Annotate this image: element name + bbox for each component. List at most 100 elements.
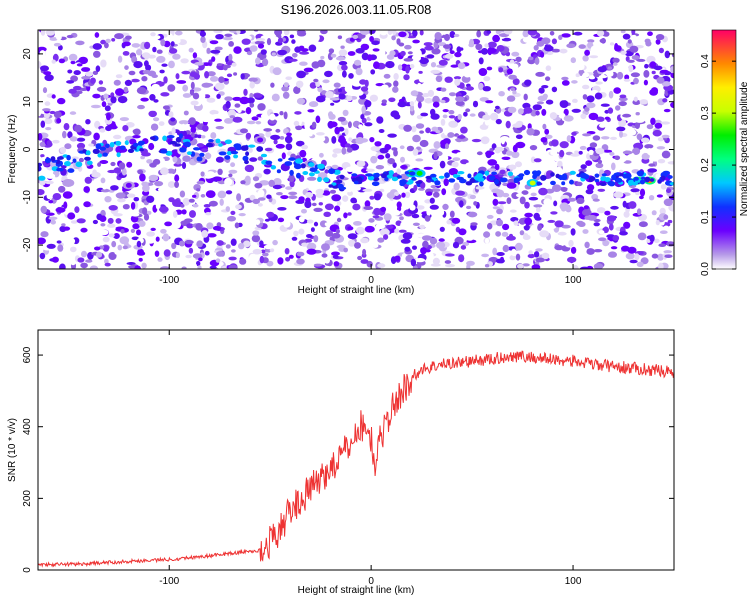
heatmap-cell bbox=[214, 118, 223, 122]
heatmap-cell bbox=[652, 129, 662, 137]
heatmap-cell bbox=[307, 219, 314, 224]
heatmap-cell bbox=[400, 221, 407, 229]
heatmap-cell bbox=[432, 95, 440, 104]
heatmap-cell bbox=[333, 194, 340, 200]
heatmap-cell bbox=[262, 71, 270, 76]
heatmap-cell bbox=[50, 156, 56, 162]
heatmap-cell bbox=[100, 223, 106, 227]
heatmap-cell bbox=[392, 30, 397, 36]
heatmap-cell bbox=[104, 105, 111, 112]
heatmap-cell bbox=[180, 58, 189, 64]
heatmap-cell bbox=[39, 252, 46, 260]
heatmap-cell bbox=[174, 143, 181, 147]
heatmap-cell bbox=[404, 44, 412, 50]
heatmap-cell bbox=[257, 137, 264, 143]
heatmap-cell bbox=[571, 80, 578, 84]
heatmap-cell bbox=[257, 203, 263, 207]
heatmap-cell bbox=[407, 51, 413, 55]
heatmap-cell bbox=[126, 161, 133, 168]
heatmap-cell bbox=[561, 33, 571, 38]
heatmap-cell bbox=[85, 259, 93, 263]
heatmap-cell bbox=[465, 86, 474, 91]
heatmap-cell bbox=[623, 211, 630, 218]
heatmap-cell bbox=[387, 133, 397, 138]
heatmap-cell bbox=[40, 205, 48, 214]
heatmap-cell bbox=[346, 95, 353, 102]
heatmap-cell bbox=[209, 40, 219, 45]
heatmap-cell bbox=[200, 194, 206, 198]
heatmap-cell bbox=[490, 112, 499, 121]
heatmap-cell bbox=[463, 69, 472, 78]
heatmap-cell bbox=[302, 171, 309, 175]
heatmap-cell bbox=[598, 74, 608, 79]
heatmap-cell bbox=[484, 118, 490, 126]
heatmap-cell bbox=[44, 157, 52, 164]
heatmap-cell bbox=[580, 113, 587, 120]
heatmap-cell bbox=[457, 113, 462, 120]
heatmap-cell bbox=[293, 230, 299, 237]
heatmap-cell bbox=[630, 34, 638, 43]
heatmap-cell bbox=[291, 236, 298, 241]
heatmap-cell bbox=[83, 201, 91, 208]
heatmap-cell bbox=[192, 218, 203, 224]
heatmap-cell bbox=[118, 162, 126, 170]
heatmap-cell bbox=[594, 178, 600, 183]
heatmap-cell bbox=[422, 240, 429, 249]
heatmap-cell bbox=[545, 76, 551, 81]
heatmap-cell bbox=[612, 235, 620, 242]
heatmap-cell bbox=[190, 126, 197, 134]
heatmap-cell bbox=[277, 49, 287, 56]
heatmap-cell bbox=[648, 195, 655, 201]
heatmap-cell bbox=[664, 50, 670, 59]
heatmap-cell bbox=[122, 125, 129, 132]
heatmap-cell bbox=[411, 213, 420, 219]
heatmap-cell bbox=[608, 251, 617, 258]
heatmap-cell bbox=[559, 202, 569, 211]
heatmap-cell bbox=[595, 81, 603, 85]
heatmap-cell bbox=[639, 188, 646, 197]
heatmap-cell bbox=[415, 123, 425, 129]
heatmap-cell bbox=[583, 205, 590, 210]
heatmap-cell bbox=[147, 54, 156, 59]
heatmap-cell bbox=[657, 253, 664, 261]
colorbar-tick-label: 0.3 bbox=[700, 106, 711, 120]
heatmap-cell bbox=[249, 45, 258, 52]
heatmap-cell bbox=[281, 86, 290, 92]
heatmap-cell bbox=[185, 254, 192, 259]
heatmap-cell bbox=[383, 213, 392, 221]
heatmap-cell bbox=[159, 206, 169, 213]
heatmap-cell bbox=[122, 245, 128, 250]
heatmap-cell bbox=[216, 251, 225, 257]
heatmap-cell bbox=[140, 155, 145, 160]
heatmap-cell bbox=[273, 139, 278, 145]
heatmap-cell bbox=[134, 265, 141, 269]
heatmap-cell bbox=[166, 190, 173, 195]
heatmap-cell bbox=[448, 115, 456, 119]
heatmap-cell bbox=[518, 217, 526, 225]
heatmap-cell bbox=[41, 259, 51, 264]
heatmap-cell bbox=[92, 148, 100, 154]
heatmap-cell bbox=[551, 184, 562, 192]
heatmap-cell bbox=[296, 80, 304, 89]
heatmap-cell bbox=[353, 186, 361, 191]
heatmap-cell bbox=[586, 95, 595, 103]
heatmap-cell bbox=[82, 149, 87, 154]
heatmap-cell bbox=[216, 93, 221, 99]
heatmap-cell bbox=[224, 33, 233, 37]
heatmap-cell bbox=[55, 207, 66, 213]
heatmap-cell bbox=[249, 102, 255, 108]
heatmap-cell bbox=[509, 255, 516, 261]
heatmap-cell bbox=[127, 94, 138, 101]
heatmap-cell bbox=[612, 62, 618, 66]
heatmap-cell bbox=[318, 198, 327, 202]
heatmap-cell bbox=[589, 55, 599, 59]
heatmap-cell bbox=[190, 132, 195, 138]
heatmap-cell bbox=[142, 207, 148, 216]
heatmap-cell bbox=[491, 171, 497, 176]
heatmap-cell bbox=[156, 55, 166, 63]
heatmap-cell bbox=[342, 195, 349, 202]
heatmap-cell bbox=[435, 75, 443, 83]
heatmap-cell bbox=[331, 232, 341, 239]
heatmap-cell bbox=[449, 31, 456, 38]
heatmap-cell bbox=[611, 162, 616, 171]
